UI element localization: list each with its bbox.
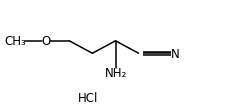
Text: HCl: HCl [78, 91, 98, 104]
Text: CH₃: CH₃ [4, 35, 26, 48]
Text: O: O [42, 35, 51, 48]
Text: NH₂: NH₂ [104, 66, 127, 79]
Text: N: N [171, 47, 180, 60]
